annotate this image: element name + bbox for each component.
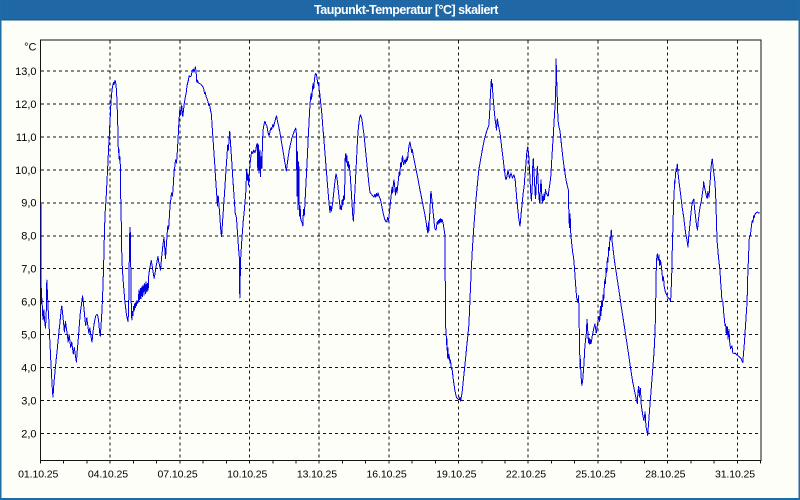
svg-text:13.10.25: 13.10.25	[297, 468, 337, 480]
svg-text:9,0: 9,0	[21, 198, 36, 210]
svg-text:8,0: 8,0	[21, 231, 36, 243]
svg-text:16.10.25: 16.10.25	[367, 468, 407, 480]
svg-text:19.10.25: 19.10.25	[436, 468, 476, 480]
svg-text:6,0: 6,0	[21, 297, 36, 309]
svg-text:5,0: 5,0	[21, 330, 36, 342]
svg-text:10.10.25: 10.10.25	[227, 468, 267, 480]
svg-text:13,0: 13,0	[15, 66, 36, 78]
svg-text:3,0: 3,0	[21, 395, 36, 407]
svg-text:04.10.25: 04.10.25	[88, 468, 128, 480]
svg-text:22.10.25: 22.10.25	[506, 468, 546, 480]
svg-text:4,0: 4,0	[21, 362, 36, 374]
svg-text:12,0: 12,0	[15, 99, 36, 111]
svg-text:°C: °C	[24, 42, 36, 54]
svg-text:28.10.25: 28.10.25	[645, 468, 685, 480]
svg-text:7,0: 7,0	[21, 264, 36, 276]
svg-text:31.10.25: 31.10.25	[715, 468, 755, 480]
svg-text:11,0: 11,0	[16, 132, 37, 144]
svg-text:2,0: 2,0	[21, 428, 36, 440]
svg-text:07.10.25: 07.10.25	[158, 468, 198, 480]
svg-text:Taupunkt-Temperatur [°C] skali: Taupunkt-Temperatur [°C] skaliert	[314, 3, 499, 17]
svg-text:10,0: 10,0	[15, 165, 36, 177]
svg-text:25.10.25: 25.10.25	[576, 468, 616, 480]
svg-text:01.10.25: 01.10.25	[18, 468, 58, 480]
